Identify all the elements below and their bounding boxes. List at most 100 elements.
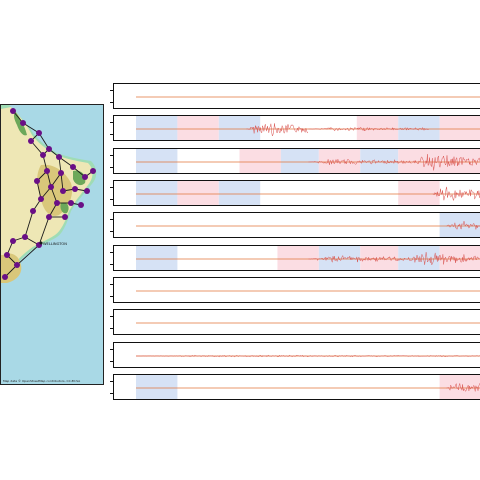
y-tick [110, 90, 113, 91]
station-node[interactable] [4, 252, 10, 258]
y-tick [110, 381, 113, 382]
network-edge [22, 122, 40, 134]
station-node[interactable] [84, 188, 90, 194]
trace-row[interactable] [113, 277, 480, 303]
station-node[interactable] [62, 214, 68, 220]
y-tick [110, 167, 113, 168]
window-band-pink [398, 181, 440, 205]
trace-row[interactable] [113, 148, 480, 174]
y-tick [110, 328, 113, 329]
y-tick [110, 122, 113, 123]
station-node[interactable] [46, 214, 52, 220]
window-band-pink [239, 149, 281, 173]
map-panel[interactable]: WELLINGTON Map data © OpenStreetMap cont… [0, 104, 104, 385]
station-node[interactable] [22, 234, 28, 240]
seismic-signal [446, 382, 480, 392]
station-node[interactable] [10, 108, 16, 114]
y-tick [110, 284, 113, 285]
trace-plot [136, 149, 480, 173]
trace-plot [136, 96, 480, 98]
y-tick [110, 102, 113, 103]
network-edge [38, 132, 50, 150]
y-tick [110, 231, 113, 232]
seismic-signal [308, 158, 412, 165]
y-tick [110, 361, 113, 362]
station-node[interactable] [10, 238, 16, 244]
trace-row[interactable] [113, 245, 480, 271]
window-band-pink [439, 375, 480, 399]
station-node[interactable] [90, 168, 96, 174]
north-island-land [1, 105, 97, 283]
y-tick [110, 316, 113, 317]
station-node[interactable] [70, 164, 76, 170]
y-tick [110, 155, 113, 156]
window-band-pink [177, 116, 219, 140]
trace-plot [136, 116, 480, 140]
y-tick [110, 393, 113, 394]
window-band-blue [136, 181, 178, 205]
network-nodes [2, 108, 96, 280]
seismic-signal [246, 123, 309, 137]
station-node[interactable] [28, 138, 34, 144]
station-node[interactable] [36, 130, 42, 136]
station-node[interactable] [72, 186, 78, 192]
window-band-pink [177, 181, 219, 205]
trace-plot [136, 322, 480, 324]
station-node[interactable] [34, 178, 40, 184]
trace-row[interactable] [113, 180, 480, 206]
trace-plot [136, 375, 480, 399]
network-edge [24, 210, 34, 238]
seismic-signal [405, 252, 480, 266]
trace-row[interactable] [113, 212, 480, 238]
station-node[interactable] [58, 170, 64, 176]
y-tick [110, 134, 113, 135]
station-node[interactable] [46, 146, 52, 152]
window-band-blue [360, 149, 399, 173]
seismic-signal [411, 154, 480, 171]
network-edge [30, 140, 44, 156]
network-edge [60, 172, 64, 192]
station-node[interactable] [82, 174, 88, 180]
station-node[interactable] [48, 184, 54, 190]
station-node[interactable] [2, 274, 8, 280]
y-tick [110, 349, 113, 350]
trace-row[interactable] [113, 342, 480, 368]
trace-plot [136, 246, 480, 270]
station-node[interactable] [44, 168, 50, 174]
new-zealand-map: WELLINGTON [1, 105, 97, 283]
trace-plot [136, 181, 480, 205]
seismogram-panel [110, 83, 480, 400]
trace-row[interactable] [113, 83, 480, 109]
station-node[interactable] [30, 208, 36, 214]
window-band-blue [218, 116, 261, 140]
station-node[interactable] [20, 120, 26, 126]
seismic-signal [432, 186, 480, 202]
station-node[interactable] [54, 200, 60, 206]
window-band-blue [439, 213, 480, 237]
station-node[interactable] [78, 202, 84, 208]
station-node[interactable] [56, 154, 62, 160]
station-node[interactable] [40, 152, 46, 158]
trace-plot [136, 354, 480, 358]
window-band-blue [136, 116, 178, 140]
window-band-blue [136, 246, 178, 270]
seismic-signal [308, 126, 430, 132]
trace-row[interactable] [113, 374, 480, 400]
window-band-pink [277, 246, 319, 270]
y-tick [110, 187, 113, 188]
station-node[interactable] [14, 262, 20, 268]
station-node[interactable] [68, 200, 74, 206]
station-node[interactable] [38, 196, 44, 202]
trace-row[interactable] [113, 115, 480, 141]
window-band-blue [218, 181, 261, 205]
y-tick [110, 199, 113, 200]
trace-row[interactable] [113, 309, 480, 335]
window-band-blue [136, 375, 178, 399]
trace-plot [136, 290, 480, 292]
y-tick [110, 296, 113, 297]
window-band-blue [280, 149, 319, 173]
y-tick [110, 252, 113, 253]
city-label: WELLINGTON [43, 242, 67, 246]
station-node[interactable] [60, 188, 66, 194]
y-tick [110, 264, 113, 265]
